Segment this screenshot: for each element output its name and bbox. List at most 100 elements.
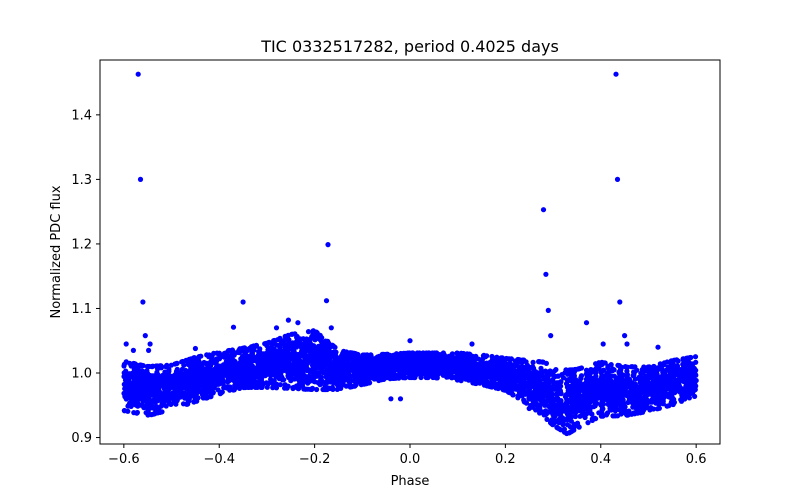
data-point: [263, 380, 269, 386]
data-point: [239, 355, 246, 361]
data-point: [346, 371, 352, 377]
data-point: [503, 355, 509, 362]
data-point: [550, 383, 556, 390]
data-point: [620, 377, 626, 383]
data-point: [378, 354, 384, 360]
data-point: [583, 371, 589, 377]
data-point: [454, 350, 460, 356]
data-point: [303, 347, 309, 354]
data-point: [310, 364, 316, 370]
data-point: [251, 378, 257, 384]
data-point: [681, 396, 687, 402]
data-point: [413, 358, 419, 364]
data-point: [572, 367, 578, 373]
data-point: [202, 390, 208, 396]
data-point: [586, 401, 592, 407]
data-point: [475, 363, 482, 369]
data-point: [589, 417, 596, 423]
data-point: [233, 384, 240, 390]
data-point: [132, 370, 138, 376]
data-point: [506, 362, 512, 368]
data-point: [284, 334, 290, 341]
data-point: [301, 343, 307, 349]
data-point: [692, 372, 698, 378]
data-point: [649, 399, 655, 405]
data-point: [693, 377, 699, 384]
data-point: [282, 385, 288, 391]
data-point: [554, 424, 560, 430]
data-point: [368, 369, 374, 375]
data-point: [247, 345, 253, 351]
data-point: [459, 373, 465, 379]
data-point: [603, 379, 609, 385]
data-point: [526, 396, 532, 402]
data-point: [431, 370, 437, 376]
data-point: [407, 374, 413, 381]
data-point: [510, 392, 516, 398]
data-point: [308, 350, 315, 356]
data-point: [289, 331, 295, 337]
data-point: [311, 374, 317, 380]
data-point: [258, 384, 264, 390]
data-point: [175, 392, 181, 398]
data-point: [305, 378, 311, 384]
data-point: [275, 337, 281, 343]
data-point: [469, 353, 475, 359]
data-point: [301, 362, 307, 368]
data-point: [523, 400, 530, 406]
data-point: [213, 364, 219, 370]
data-point: [614, 377, 621, 383]
data-point: [402, 350, 408, 356]
data-point: [496, 369, 502, 375]
data-point: [435, 361, 441, 367]
data-point: [358, 382, 364, 388]
data-point: [318, 339, 325, 345]
data-point: [271, 340, 277, 346]
data-point: [425, 372, 431, 378]
data-point: [168, 362, 174, 368]
data-point: [142, 397, 148, 403]
data-point: [309, 386, 315, 392]
data-point: [356, 355, 363, 361]
data-point: [656, 393, 662, 399]
data-point: [344, 377, 350, 383]
data-point: [484, 383, 490, 389]
data-point: [617, 367, 624, 373]
data-point: [544, 416, 550, 422]
data-point: [469, 362, 475, 368]
data-point: [616, 363, 623, 369]
data-point: [672, 378, 678, 384]
data-point: [631, 372, 637, 378]
data-point: [585, 386, 591, 393]
data-point: [198, 353, 204, 359]
data-point: [162, 377, 168, 383]
data-point: [369, 358, 375, 364]
data-point: [290, 371, 296, 377]
data-point: [287, 353, 293, 359]
data-point: [314, 364, 321, 370]
data-point: [362, 357, 368, 363]
data-point: [329, 384, 335, 391]
data-point: [173, 401, 179, 407]
data-point: [557, 416, 563, 422]
data-point: [297, 336, 303, 342]
data-point: [231, 377, 237, 383]
data-point: [326, 354, 332, 360]
data-point: [654, 406, 661, 412]
data-point: [686, 393, 692, 399]
data-point: [125, 403, 131, 409]
data-point: [609, 406, 615, 412]
data-point: [672, 357, 678, 363]
data-point: [260, 372, 266, 378]
data-point: [253, 342, 259, 348]
data-point: [173, 360, 180, 367]
data-point: [556, 420, 562, 426]
data-point: [657, 365, 664, 371]
data-point: [162, 384, 168, 390]
data-point: [690, 361, 696, 367]
data-point: [542, 368, 549, 374]
data-point: [397, 371, 403, 377]
data-point: [271, 381, 277, 387]
data-point: [495, 373, 502, 380]
